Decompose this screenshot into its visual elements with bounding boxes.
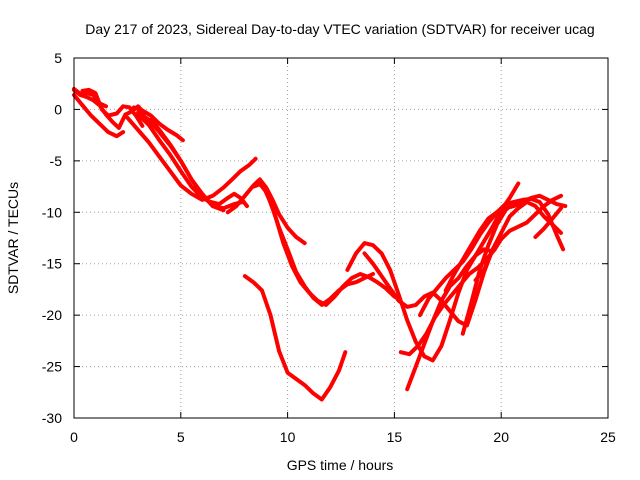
series-arc-21 — [473, 193, 563, 283]
x-tick-label: 10 — [280, 429, 296, 445]
series-arc-14 — [345, 241, 495, 363]
x-tick-label: 0 — [70, 429, 78, 445]
y-tick-label: -5 — [50, 153, 63, 169]
x-axis-label: GPS time / hours — [287, 457, 394, 473]
series-arc-16 — [398, 237, 504, 357]
y-tick-label: -15 — [42, 256, 62, 272]
chart-title: Day 217 of 2023, Sidereal Day-to-day VTE… — [85, 21, 594, 37]
series-arc-5 — [131, 105, 185, 143]
y-tick-label: -20 — [42, 307, 62, 323]
x-tick-label: 15 — [387, 429, 403, 445]
y-tick-label: -10 — [42, 204, 62, 220]
series-arc-13 — [242, 274, 348, 402]
axis-ticks: 0 5 10 15 20 25 -30 -25 -20 -15 -10 -5 0 5 — [42, 50, 616, 445]
series-arc-20 — [460, 196, 566, 336]
x-tick-label: 25 — [600, 429, 616, 445]
series-arc-2 — [72, 93, 126, 139]
y-axis-label: SDTVAR / TECUs — [5, 182, 21, 294]
y-tick-label: -30 — [42, 410, 62, 426]
y-tick-label: 5 — [54, 50, 62, 66]
series-arc-15 — [362, 200, 563, 328]
plot-frame — [73, 57, 609, 419]
series-arc-4 — [80, 87, 145, 128]
data-series — [72, 86, 568, 402]
x-tick-label: 5 — [177, 429, 185, 445]
series-arc-12 — [255, 179, 397, 307]
x-tick-label: 20 — [493, 429, 509, 445]
y-tick-label: 0 — [54, 101, 62, 117]
grid — [74, 58, 608, 418]
series-arc-9 — [148, 117, 226, 213]
series-arc-18 — [418, 200, 525, 318]
y-tick-label: -25 — [42, 359, 62, 375]
series-arc-10 — [225, 177, 307, 246]
series-arc-22 — [533, 206, 563, 239]
series-arc-7 — [125, 115, 258, 202]
